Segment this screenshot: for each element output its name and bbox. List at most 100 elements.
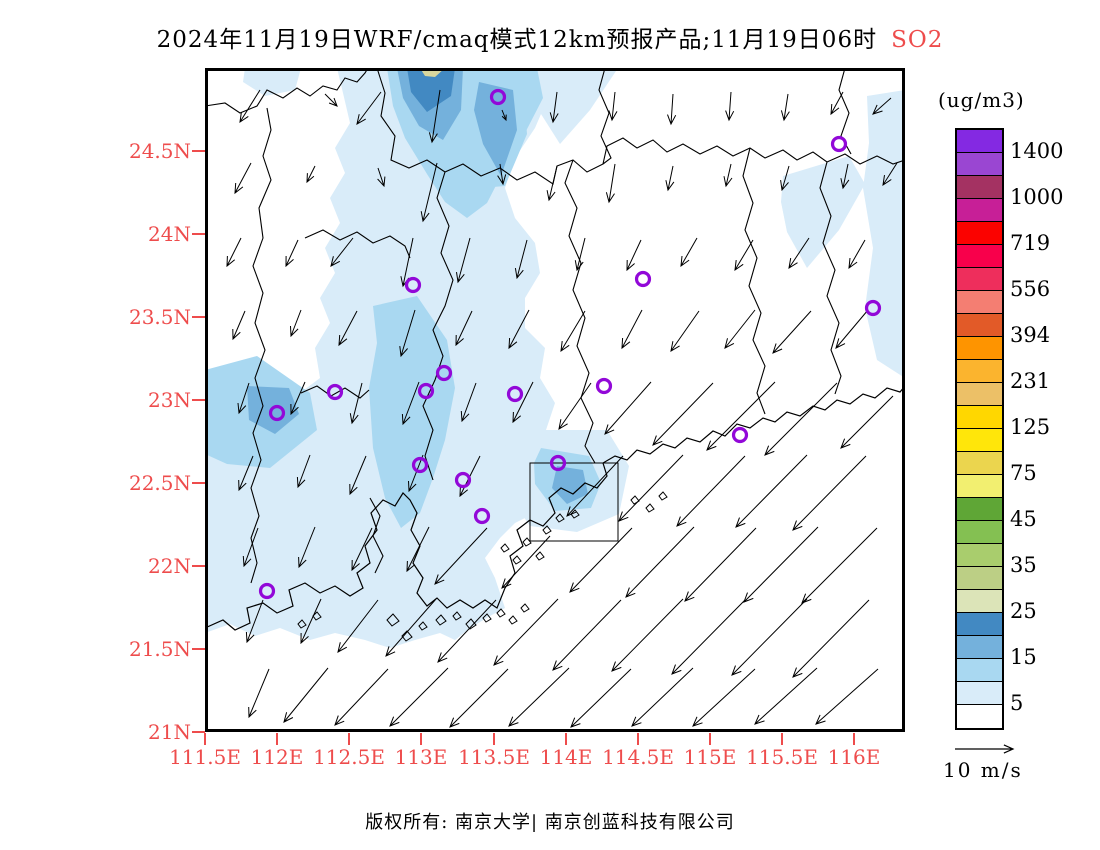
station-marker — [549, 454, 567, 472]
station-marker — [404, 276, 422, 294]
wind-arrow — [788, 237, 810, 270]
wind-arrow — [338, 310, 358, 347]
lon-tick — [348, 733, 350, 745]
hk-domain-box — [529, 462, 619, 542]
lon-tick — [565, 733, 567, 745]
wind-arrow — [840, 163, 850, 190]
wind-arrow — [621, 309, 643, 350]
island — [555, 513, 565, 523]
lon-axis-label: 115.5E — [746, 745, 818, 769]
lat-axis-label: 22N — [148, 554, 191, 578]
wind-arrow — [460, 382, 477, 423]
station-marker — [417, 382, 435, 400]
wind-arrow — [692, 668, 756, 727]
colorbar-tick-label: 75 — [1010, 461, 1037, 485]
wind-arrow — [296, 454, 311, 489]
island — [630, 495, 640, 505]
wind-arrow — [680, 237, 698, 268]
wind-arrow — [501, 535, 551, 589]
wind-arrow — [754, 667, 818, 725]
wind-arrow — [611, 598, 684, 672]
wind-arrow — [792, 455, 867, 531]
wind-arrow — [226, 237, 242, 268]
island — [496, 608, 506, 618]
wind-arrow — [514, 239, 528, 280]
lat-tick — [192, 648, 205, 650]
station-marker — [506, 385, 524, 403]
wind-arrow — [731, 598, 808, 676]
shading-region — [535, 68, 618, 144]
lon-tick — [637, 733, 639, 745]
lat-tick — [192, 731, 205, 733]
wind-arrow — [604, 381, 652, 435]
island — [435, 614, 447, 626]
wind-arrow — [248, 668, 270, 719]
lat-axis-label: 22.5N — [128, 471, 191, 495]
wind-arrow — [389, 667, 449, 727]
colorbar-tick-label: 394 — [1010, 323, 1051, 347]
lat-tick — [192, 150, 205, 152]
wind-arrow — [497, 163, 507, 186]
wind-arrow — [242, 527, 259, 568]
wind-arrow — [290, 309, 302, 338]
province-border — [819, 161, 842, 395]
coastline-layer — [205, 385, 905, 631]
wind-arrow — [743, 526, 819, 603]
so2-shading-layer — [205, 68, 905, 648]
wind-arrow — [780, 165, 790, 192]
wind-arrow — [605, 163, 616, 204]
shading-region — [863, 90, 905, 378]
island — [535, 551, 545, 561]
wind-arrow — [706, 381, 776, 451]
wind-arrow — [434, 527, 488, 585]
shading-region — [407, 68, 455, 112]
colorbar-swatch — [957, 130, 1002, 153]
station-marker — [454, 471, 472, 489]
wind-arrow — [569, 527, 633, 593]
wind-arrow — [830, 91, 844, 116]
station-marker — [830, 135, 848, 153]
station-marker — [326, 383, 344, 401]
coastline — [205, 385, 905, 631]
province-border — [598, 68, 612, 165]
wind-arrow — [608, 91, 618, 122]
station-marker — [258, 582, 276, 600]
island — [520, 603, 530, 613]
wind-arrow — [399, 309, 416, 358]
wind-vectors-layer — [226, 89, 898, 728]
island — [401, 630, 413, 642]
colorbar-swatch — [957, 153, 1002, 176]
wind-arrow — [670, 310, 700, 352]
colorbar-swatch — [957, 452, 1002, 475]
province-border — [250, 107, 272, 584]
colorbar-swatch — [957, 521, 1002, 544]
station-markers-layer — [258, 88, 882, 600]
station-marker — [435, 364, 453, 382]
wind-arrow — [882, 162, 898, 187]
lon-axis-label: 116E — [827, 745, 881, 769]
station-marker — [268, 404, 286, 422]
colorbar-tick-label: 556 — [1010, 277, 1051, 301]
island — [542, 525, 552, 535]
wind-arrow — [401, 381, 420, 426]
colorbar-swatch — [957, 222, 1002, 245]
colorbar-swatch — [957, 429, 1002, 452]
province-border — [300, 385, 370, 399]
lat-axis-label: 23.5N — [128, 305, 191, 329]
wind-arrow — [764, 382, 838, 456]
province-borders-layer — [205, 68, 905, 584]
wind-arrow — [815, 668, 879, 725]
shading-region — [781, 156, 865, 268]
province-border — [205, 68, 369, 114]
lon-tick — [420, 733, 422, 745]
wind-arrow — [546, 165, 558, 202]
lat-axis-label: 24N — [148, 222, 191, 246]
island — [465, 618, 477, 630]
island — [645, 503, 655, 513]
wind-arrow — [549, 91, 559, 124]
wind-arrow — [735, 454, 808, 528]
wind-arrow — [684, 527, 757, 602]
island — [297, 619, 307, 629]
wind-arrow — [512, 381, 534, 424]
colorbar-swatch — [957, 337, 1002, 360]
